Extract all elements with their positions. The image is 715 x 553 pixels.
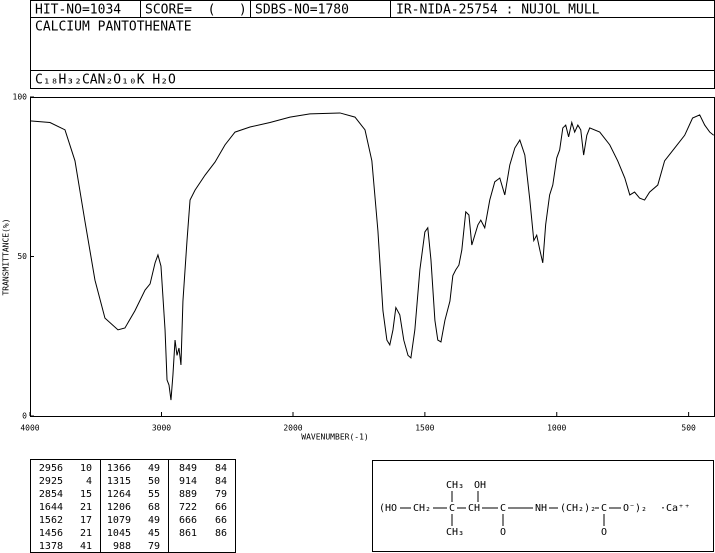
- peak-wavenumber: 1378: [39, 541, 63, 552]
- sdbs-no: SDBS-NO=1780: [255, 3, 349, 18]
- peak-wavenumber: 722: [179, 502, 197, 513]
- x-tick-label: 3000: [152, 424, 171, 433]
- peak-wavenumber: 849: [179, 463, 197, 474]
- peak-transmittance: 21: [80, 502, 92, 513]
- peak-transmittance: 41: [80, 541, 92, 552]
- score: SCORE= ( ): [145, 3, 247, 18]
- x-tick-label: 1000: [547, 424, 566, 433]
- plot: WAVENUMBER(-1) TRANSMITTANCE(%) 0 50 100 40…: [2, 93, 715, 442]
- peak-wavenumber: 1644: [39, 502, 63, 513]
- peak-transmittance: 66: [215, 502, 227, 513]
- atom: (CH₂)₂: [560, 503, 596, 514]
- peak-transmittance: 84: [215, 476, 227, 487]
- atom: C: [449, 503, 455, 514]
- peak-wavenumber: 2854: [39, 489, 63, 500]
- plot-frame: [30, 97, 715, 417]
- peak-wavenumber: 1562: [39, 515, 63, 526]
- compound-name: CALCIUM PANTOTHENATE: [35, 20, 192, 35]
- peak-transmittance: 17: [80, 515, 92, 526]
- x-tick-label: 500: [681, 424, 696, 433]
- atom: O: [601, 527, 607, 538]
- peak-wavenumber: 2925: [39, 476, 63, 487]
- formula: C₁₈H₃₂CAN₂O₁₀K H₂O: [35, 73, 176, 88]
- peak-wavenumber: 1315: [107, 476, 131, 487]
- peak-transmittance: 50: [148, 476, 160, 487]
- peak-wavenumber: 1456: [39, 528, 63, 539]
- spectrum-line: [29, 112, 714, 401]
- x-tick-label: 1500: [415, 424, 434, 433]
- atom: O⁻)₂: [623, 503, 647, 514]
- x-axis-label: WAVENUMBER(-1): [301, 433, 368, 442]
- atom: CH: [468, 503, 480, 514]
- atom: CH₃: [446, 480, 464, 491]
- method: IR-NIDA-25754 : NUJOL MULL: [396, 3, 600, 18]
- peak-wavenumber: 666: [179, 515, 197, 526]
- atom: O: [500, 527, 506, 538]
- atom: C: [601, 503, 607, 514]
- peak-transmittance: 49: [148, 515, 160, 526]
- atom: NH: [535, 503, 547, 514]
- peak-transmittance: 55: [148, 489, 160, 500]
- peak-transmittance: 66: [215, 515, 227, 526]
- peak-wavenumber: 1366: [107, 463, 131, 474]
- atom: (HO: [379, 503, 397, 514]
- bonds: [400, 491, 621, 526]
- x-tick-label: 4000: [20, 424, 39, 433]
- y-tick-label: 0: [22, 412, 27, 421]
- peak-wavenumber: 861: [179, 528, 197, 539]
- atom: OH: [474, 480, 486, 491]
- peak-transmittance: 49: [148, 463, 160, 474]
- peak-transmittance: 68: [148, 502, 160, 513]
- x-tick-label: 2000: [283, 424, 302, 433]
- peak-wavenumber: 988: [113, 541, 131, 552]
- peak-transmittance: 10: [80, 463, 92, 474]
- atom: ·Ca⁺⁺: [660, 503, 690, 514]
- peak-transmittance: 79: [215, 489, 227, 500]
- peak-transmittance: 21: [80, 528, 92, 539]
- hit-no: HIT-NO=1034: [35, 3, 121, 18]
- peak-transmittance: 84: [215, 463, 227, 474]
- structure: (HO CH₂ C CH C NH (CH₂)₂ C O⁻)₂ ·Ca⁺⁺ CH…: [372, 460, 714, 552]
- peak-transmittance: 86: [215, 528, 227, 539]
- structure-box: [372, 460, 714, 552]
- peak-wavenumber: 2956: [39, 463, 63, 474]
- peak-wavenumber: 1045: [107, 528, 131, 539]
- peak-table: 2956 10 2925 4 2854 15 1644 21 1562 17 1456 21 1378 4…: [30, 459, 236, 553]
- peak-transmittance: 15: [80, 489, 92, 500]
- y-tick-label: 50: [17, 252, 27, 261]
- peak-transmittance: 45: [148, 528, 160, 539]
- y-tick-label: 100: [13, 93, 28, 102]
- peak-wavenumber: 1079: [107, 515, 131, 526]
- peak-wavenumber: 1264: [107, 489, 131, 500]
- peak-transmittance: 4: [86, 476, 92, 487]
- peak-wavenumber: 1206: [107, 502, 131, 513]
- y-axis-label: TRANSMITTANCE(%): [2, 218, 11, 295]
- atom: CH₂: [413, 503, 431, 514]
- atom: C: [500, 503, 506, 514]
- peak-wavenumber: 889: [179, 489, 197, 500]
- peak-wavenumber: 914: [179, 476, 197, 487]
- peak-transmittance: 79: [148, 541, 160, 552]
- header: HIT-NO=1034 SCORE= ( ) SDBS-NO=1780 IR-N…: [30, 0, 715, 89]
- atom: CH₃: [446, 527, 464, 538]
